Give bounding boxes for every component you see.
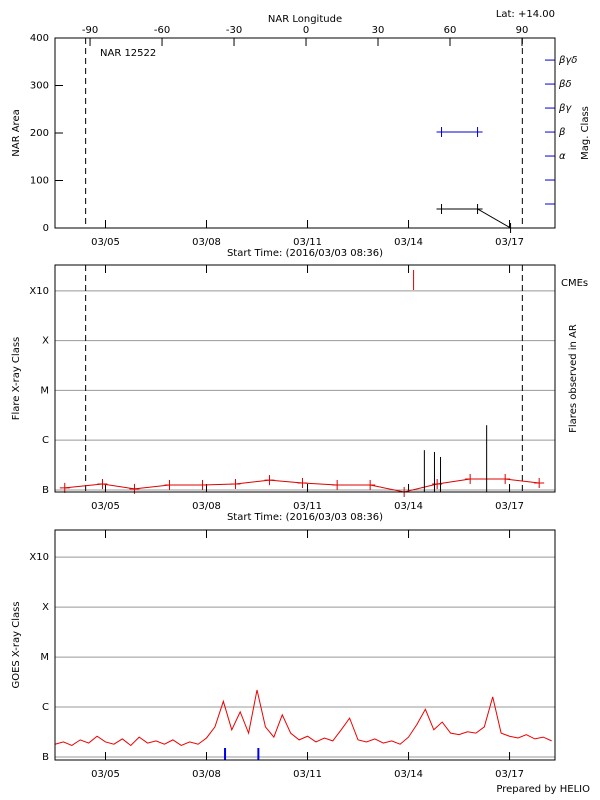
- x-tick-label: 03/08: [192, 769, 221, 780]
- point-marker: [332, 479, 343, 490]
- x-tick-label: 03/17: [495, 237, 524, 248]
- y2-axis-label: Mag. Class: [580, 106, 591, 160]
- y-tick-label: X10: [29, 286, 49, 297]
- footer: Prepared by HELIO: [496, 784, 590, 795]
- x2-tick-label: 0: [303, 25, 309, 36]
- cme-label: CMEs: [561, 278, 588, 289]
- point-marker: [230, 478, 241, 489]
- x-axis-label: Start Time: (2016/03/03 08:36): [227, 512, 383, 523]
- x-tick-label: 03/05: [91, 769, 120, 780]
- x2-tick-label: -30: [226, 25, 242, 36]
- point-marker: [197, 479, 208, 490]
- y-tick-label: 300: [30, 81, 49, 92]
- y-tick-label: M: [40, 385, 49, 396]
- x-tick-label: 03/11: [293, 769, 322, 780]
- point-marker: [164, 479, 175, 490]
- point-marker: [472, 127, 483, 138]
- y2-tick-label: β: [558, 127, 566, 138]
- y2-tick-label: βδ: [558, 79, 572, 90]
- y2-axis-label: Flares observed in AR: [568, 324, 579, 433]
- x-tick-label: 03/08: [192, 237, 221, 248]
- x-tick-label: 03/14: [394, 501, 423, 512]
- x-tick-label: 03/17: [495, 501, 524, 512]
- point-marker: [97, 478, 108, 489]
- point-marker: [465, 474, 476, 485]
- x-tick-label: 03/11: [293, 237, 322, 248]
- point-marker: [472, 204, 483, 214]
- point-marker: [365, 479, 376, 490]
- point-marker: [297, 477, 308, 488]
- y-tick-label: 200: [30, 128, 49, 139]
- x-tick-label: 03/08: [192, 501, 221, 512]
- x-tick-label: 03/14: [394, 237, 423, 248]
- point-marker: [436, 127, 447, 138]
- x2-tick-label: -60: [154, 25, 170, 36]
- y-tick-label: 400: [30, 33, 49, 44]
- x2-axis-label: NAR Longitude: [268, 14, 342, 25]
- y-tick-label: B: [42, 485, 49, 496]
- y-tick-label: C: [42, 435, 49, 446]
- point-marker: [59, 482, 70, 493]
- y-axis-label: Flare X-ray Class: [11, 337, 22, 421]
- x-tick-label: 03/14: [394, 769, 423, 780]
- point-marker: [436, 204, 447, 214]
- y-axis-label: NAR Area: [11, 109, 22, 156]
- x-tick-label: 03/11: [293, 501, 322, 512]
- x-axis-label: Start Time: (2016/03/03 08:36): [227, 248, 383, 259]
- y-tick-label: B: [42, 752, 49, 763]
- latitude: Lat: +14.00: [496, 9, 555, 20]
- y-tick-label: M: [40, 652, 49, 663]
- point-marker: [500, 474, 511, 485]
- plot-frame: [54, 529, 556, 761]
- point-marker: [534, 477, 545, 488]
- panel-title: NAR 12522: [100, 48, 156, 59]
- x-tick-label: 03/05: [91, 237, 120, 248]
- y2-tick-label: α: [559, 151, 566, 162]
- y-tick-label: X: [42, 336, 49, 347]
- y-axis-label: GOES X-ray Class: [11, 601, 22, 688]
- series-line: [54, 689, 552, 747]
- y-tick-label: C: [42, 702, 49, 713]
- x-tick-label: 03/05: [91, 501, 120, 512]
- x2-tick-label: 30: [372, 25, 385, 36]
- y2-tick-label: βγ: [558, 103, 572, 114]
- y2-tick-label: βγδ: [558, 55, 577, 66]
- plot-frame: [54, 37, 556, 229]
- x2-tick-label: -90: [82, 25, 98, 36]
- x2-tick-label: 90: [516, 25, 529, 36]
- y-tick-label: X: [42, 602, 49, 613]
- y-tick-label: 0: [43, 223, 49, 234]
- x2-tick-label: 60: [444, 25, 457, 36]
- y-tick-label: 100: [30, 176, 49, 187]
- x-tick-label: 03/17: [495, 769, 524, 780]
- plot-frame: [54, 264, 556, 493]
- y-tick-label: X10: [29, 552, 49, 563]
- point-marker: [264, 475, 275, 486]
